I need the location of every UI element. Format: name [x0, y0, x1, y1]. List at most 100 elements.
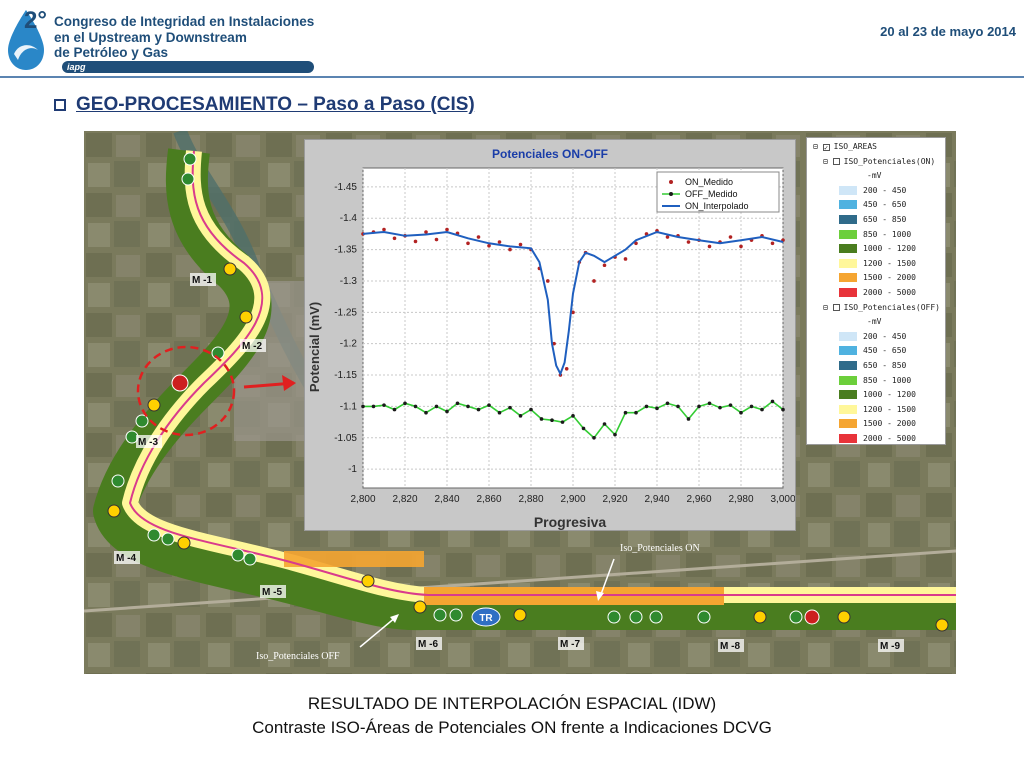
data-point-OFF_Medido	[455, 401, 460, 406]
legend-swatch	[839, 229, 857, 239]
legend-class: 650 - 850	[839, 360, 906, 371]
iso-off-arrow	[359, 616, 397, 648]
data-point-OFF_Medido	[392, 407, 397, 412]
data-point-OFF_Medido	[644, 404, 649, 409]
y-tick-label: -1.2	[340, 339, 358, 350]
data-point-ON_Medido	[382, 227, 386, 232]
congress-logo: 2°	[8, 7, 47, 70]
data-point-OFF_Medido	[655, 406, 659, 411]
data-point-OFF_Medido	[529, 407, 533, 412]
legend-class: 1500 - 2000	[839, 272, 916, 283]
legend-marker-OFF_Medido	[669, 192, 673, 196]
data-point-OFF_Medido	[413, 404, 418, 409]
data-point-ON_Medido	[434, 237, 439, 242]
legend-class-label: 650 - 850	[863, 215, 907, 224]
data-point-OFF_Medido	[550, 418, 554, 423]
header-divider	[0, 76, 1024, 78]
dcvg-indications	[107, 152, 949, 632]
data-point-ON_Medido	[739, 244, 743, 249]
iapg-badge: iapg	[62, 60, 315, 73]
data-point-ON_Medido	[445, 227, 449, 232]
y-tick-label: -1.4	[340, 213, 358, 224]
marker-m7: M -7	[560, 639, 580, 650]
legend-marker-ON_Medido	[669, 180, 673, 184]
data-point-ON_Medido	[602, 263, 607, 268]
potentials-chart: Potenciales ON-OFF Progresiva Potencial …	[307, 147, 796, 530]
x-tick-label: 2,880	[518, 494, 543, 505]
pipeline-corridor-off	[93, 148, 956, 631]
data-point-OFF_Medido	[718, 405, 722, 410]
x-tick-label: 2,980	[728, 494, 753, 505]
layer-checkbox[interactable]	[832, 303, 840, 311]
y-tick-label: -1.35	[334, 245, 357, 256]
congress-date: 20 al 23 de mayo 2014	[880, 24, 1016, 39]
data-point-OFF_Medido	[518, 414, 523, 418]
data-point-OFF_Medido	[613, 432, 617, 437]
y-tick-label: -1.15	[334, 370, 357, 381]
data-point-OFF_Medido	[508, 405, 512, 410]
data-point-OFF_Medido	[581, 426, 586, 431]
legend-label-OFF_Medido: OFF_Medido	[685, 189, 738, 199]
marker-m1: M -1	[192, 275, 212, 286]
chart-ylabel: Potencial (mV)	[307, 302, 322, 392]
legend-class: 850 - 1000	[839, 375, 911, 386]
on-orange-zone-2	[284, 551, 424, 567]
data-point-ON_Medido	[487, 244, 491, 248]
data-point-OFF_Medido	[539, 417, 544, 421]
legend-class-label: 850 - 1000	[863, 229, 912, 239]
chart-panel: Potenciales ON-OFF Progresiva Potencial …	[304, 139, 796, 531]
data-point-OFF_Medido	[466, 404, 470, 409]
legend-class: 1000 - 1200	[839, 389, 916, 400]
legend-root: ⊟ ✓ ISO_AREAS	[813, 142, 877, 152]
legend-class: 1200 - 1500	[839, 258, 916, 269]
legend-class: 1500 - 2000	[839, 418, 916, 429]
legend-class: 200 - 450	[839, 185, 906, 196]
marker-m4: M -4	[116, 553, 136, 564]
y-tick-label: -1	[348, 464, 357, 475]
checkbox-bullet-icon	[54, 99, 66, 111]
road	[84, 549, 956, 613]
data-point-ON_Medido	[623, 257, 628, 261]
data-point-OFF_Medido	[686, 417, 691, 421]
legend-group-0: ⊟ ISO_Potenciales(ON)	[823, 156, 936, 166]
legend-swatch	[839, 375, 857, 385]
x-tick-label: 2,840	[434, 494, 459, 505]
data-point-OFF_Medido	[781, 407, 785, 412]
legend-swatch	[839, 404, 857, 414]
marker-m8: M -8	[720, 641, 740, 652]
legend-class: 1200 - 1500	[839, 404, 916, 415]
x-tick-label: 2,820	[392, 494, 417, 505]
data-point-ON_Medido	[686, 240, 691, 244]
legend-class-label: 850 - 1000	[863, 375, 912, 385]
slide-title-text: GEO-PROCESAMIENTO – Paso a Paso (CIS)	[76, 94, 475, 115]
data-point-ON_Medido	[508, 247, 512, 252]
legend-class-label: 450 - 650	[863, 200, 907, 210]
data-point-ON_Medido	[665, 235, 670, 239]
legend-swatch	[839, 361, 857, 370]
congress-title-line-2: en el Upstream y Downstream	[54, 29, 247, 45]
data-point-OFF_Medido	[739, 410, 743, 415]
legend-class-label: 1000 - 1200	[863, 244, 916, 254]
data-point-ON_Medido	[552, 341, 556, 346]
marker-m2: M -2	[242, 341, 262, 352]
legend-class-label: 1500 - 2000	[863, 273, 916, 283]
legend-class: 850 - 1000	[839, 229, 911, 240]
data-point-ON_Medido	[571, 310, 575, 315]
y-tick-label: -1.1	[340, 401, 358, 412]
legend-class-label: 1000 - 1200	[863, 390, 916, 400]
legend-root-label: ISO_AREAS	[833, 142, 877, 151]
data-point-ON_Medido	[392, 236, 397, 241]
data-point-ON_Medido	[476, 235, 481, 239]
legend-panel: ⊟ ✓ ISO_AREAS ⊟ ISO_Potenciales(ON) -mV 200 …	[806, 137, 946, 445]
layer-checkbox[interactable]	[832, 157, 840, 165]
caption-line-1: RESULTADO DE INTERPOLACIÓN ESPACIAL (IDW…	[307, 694, 717, 713]
marker-m5: M -5	[262, 587, 282, 598]
x-tick-label: 2,900	[560, 494, 585, 505]
data-point-OFF_Medido	[571, 414, 575, 418]
series-line-ON_Interpolado	[362, 230, 784, 377]
legend-swatch	[839, 331, 857, 341]
data-point-OFF_Medido	[487, 403, 491, 407]
data-point-ON_Medido	[518, 242, 523, 247]
layer-checkbox[interactable]: ✓	[822, 144, 830, 152]
data-point-OFF_Medido	[749, 404, 754, 409]
